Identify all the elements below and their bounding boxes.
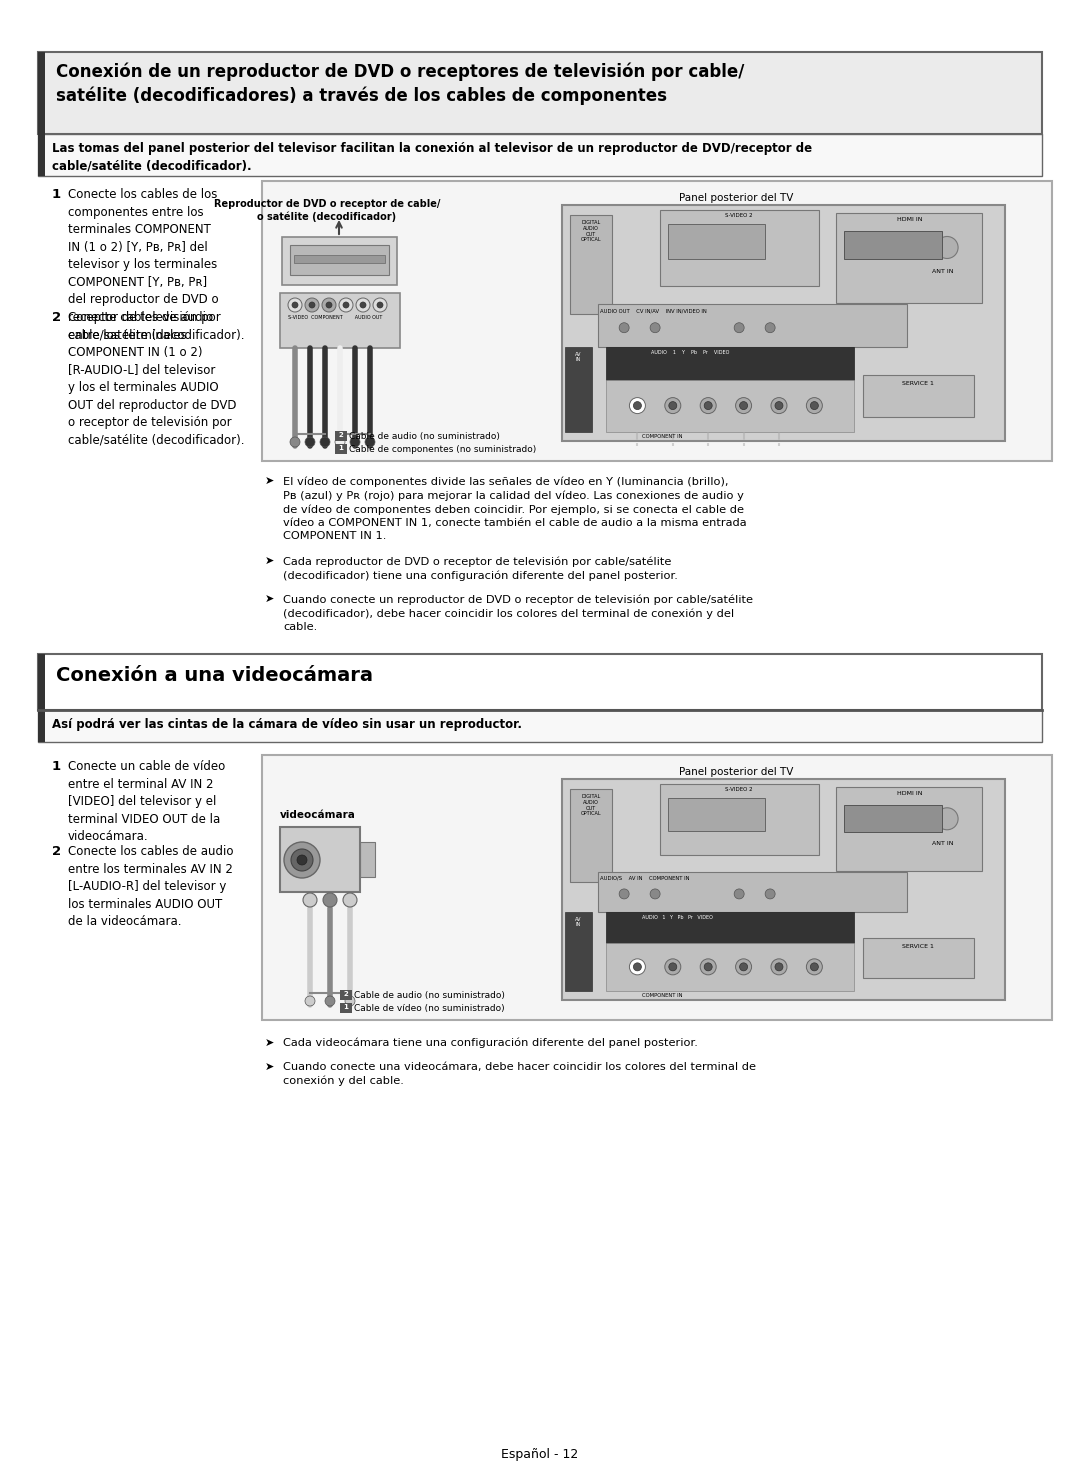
Circle shape <box>700 960 716 974</box>
Text: AUDIO    1    Y    Pb    Pr    VIDEO: AUDIO 1 Y Pb Pr VIDEO <box>650 349 729 355</box>
Text: Conecte los cables de audio
entre los terminales AV IN 2
[L-AUDIO-R] del televis: Conecte los cables de audio entre los te… <box>68 845 233 929</box>
Text: DIGITAL
AUDIO
OUT
OPTICAL: DIGITAL AUDIO OUT OPTICAL <box>581 220 602 242</box>
Circle shape <box>297 855 307 865</box>
Circle shape <box>360 302 366 308</box>
Bar <box>262 181 1052 461</box>
Circle shape <box>633 401 642 410</box>
Circle shape <box>775 401 783 410</box>
Circle shape <box>765 323 775 333</box>
Text: COMPONENT IN: COMPONENT IN <box>642 993 683 998</box>
Text: Conexión de un reproductor de DVD o receptores de televisión por cable/: Conexión de un reproductor de DVD o rece… <box>56 62 744 81</box>
Bar <box>597 871 907 911</box>
Circle shape <box>320 436 330 447</box>
Circle shape <box>734 889 744 899</box>
Text: ➤: ➤ <box>265 556 274 566</box>
Bar <box>262 755 1052 1020</box>
Bar <box>607 911 854 942</box>
Text: ➤: ➤ <box>265 476 274 486</box>
Text: Cada reproductor de DVD o receptor de televisión por cable/satélite
(decodificad: Cada reproductor de DVD o receptor de te… <box>283 556 678 581</box>
Circle shape <box>665 960 680 974</box>
Circle shape <box>735 960 752 974</box>
Circle shape <box>740 963 747 971</box>
Circle shape <box>335 436 345 447</box>
Text: Conecte cables de audio
entre los terminales
COMPONENT IN (1 o 2)
[R-AUDIO-L] de: Conecte cables de audio entre los termin… <box>68 311 244 447</box>
Text: AV
IN: AV IN <box>576 352 582 363</box>
Bar <box>38 710 45 741</box>
Circle shape <box>669 401 677 410</box>
Circle shape <box>807 398 822 414</box>
Circle shape <box>630 960 646 974</box>
Circle shape <box>810 401 819 410</box>
Circle shape <box>735 398 752 414</box>
Circle shape <box>704 963 712 971</box>
Text: S-VIDEO 2: S-VIDEO 2 <box>726 787 753 792</box>
Circle shape <box>291 436 300 447</box>
Bar <box>667 224 765 259</box>
Text: 1: 1 <box>52 189 62 200</box>
Bar <box>863 937 974 977</box>
Bar <box>38 654 1042 710</box>
Circle shape <box>356 298 370 312</box>
Bar <box>660 209 819 286</box>
Circle shape <box>291 849 313 871</box>
Text: COMPONENT IN: COMPONENT IN <box>642 433 683 439</box>
Text: Conexión a una videocámara: Conexión a una videocámara <box>56 666 373 685</box>
Circle shape <box>326 302 332 308</box>
Bar <box>607 380 854 432</box>
Bar <box>863 374 974 417</box>
Text: 2: 2 <box>343 991 349 996</box>
Text: Panel posterior del TV: Panel posterior del TV <box>679 766 793 777</box>
Bar <box>38 134 45 175</box>
Bar <box>340 1002 352 1013</box>
Text: Conecte los cables de los
componentes entre los
terminales COMPONENT
IN (1 o 2) : Conecte los cables de los componentes en… <box>68 189 244 340</box>
Bar <box>607 346 854 380</box>
Bar <box>335 444 347 454</box>
Text: SERVICE 1: SERVICE 1 <box>903 380 934 386</box>
Bar <box>667 797 765 831</box>
Bar <box>280 293 400 348</box>
Circle shape <box>807 960 822 974</box>
Text: Cuando conecte un reproductor de DVD o receptor de televisión por cable/satélite: Cuando conecte un reproductor de DVD o r… <box>283 594 753 632</box>
Bar <box>563 205 1004 441</box>
Circle shape <box>734 323 744 333</box>
Circle shape <box>305 298 319 312</box>
Text: ➤: ➤ <box>265 1038 274 1048</box>
Bar <box>660 784 819 855</box>
Circle shape <box>700 398 716 414</box>
Circle shape <box>305 436 315 447</box>
Text: ➤: ➤ <box>265 594 274 604</box>
Circle shape <box>345 996 355 1005</box>
Circle shape <box>284 842 320 879</box>
Circle shape <box>650 889 660 899</box>
Text: Cable de audio (no suministrado): Cable de audio (no suministrado) <box>354 991 504 999</box>
Bar <box>570 215 612 314</box>
Circle shape <box>704 401 712 410</box>
Circle shape <box>665 398 680 414</box>
Bar <box>597 304 907 346</box>
Text: videocámara: videocámara <box>280 811 356 820</box>
Text: Cable de componentes (no suministrado): Cable de componentes (no suministrado) <box>349 445 537 454</box>
Text: Conecte un cable de vídeo
entre el terminal AV IN 2
[VIDEO] del televisor y el
t: Conecte un cable de vídeo entre el termi… <box>68 761 226 843</box>
Bar <box>563 778 1004 999</box>
Bar <box>340 991 352 999</box>
Circle shape <box>669 963 677 971</box>
Text: Las tomas del panel posterior del televisor facilitan la conexión al televisor d: Las tomas del panel posterior del televi… <box>52 142 812 172</box>
Circle shape <box>325 996 335 1005</box>
Circle shape <box>765 889 775 899</box>
Bar <box>837 787 983 871</box>
Text: 1: 1 <box>338 445 343 451</box>
Circle shape <box>740 401 747 410</box>
Text: Cuando conecte una videocámara, debe hacer coincidir los colores del terminal de: Cuando conecte una videocámara, debe hac… <box>283 1061 756 1086</box>
Circle shape <box>343 893 357 907</box>
Bar <box>38 52 45 134</box>
Bar <box>335 430 347 441</box>
Text: ANT IN: ANT IN <box>932 840 954 846</box>
Circle shape <box>936 808 958 830</box>
Circle shape <box>936 236 958 258</box>
Bar <box>294 255 384 262</box>
Text: S-VIDEO 2: S-VIDEO 2 <box>726 214 753 218</box>
Text: S-VIDEO  COMPONENT        AUDIO OUT: S-VIDEO COMPONENT AUDIO OUT <box>288 315 382 320</box>
Circle shape <box>377 302 383 308</box>
Circle shape <box>633 963 642 971</box>
Text: Cada videocámara tiene una configuración diferente del panel posterior.: Cada videocámara tiene una configuración… <box>283 1038 698 1048</box>
